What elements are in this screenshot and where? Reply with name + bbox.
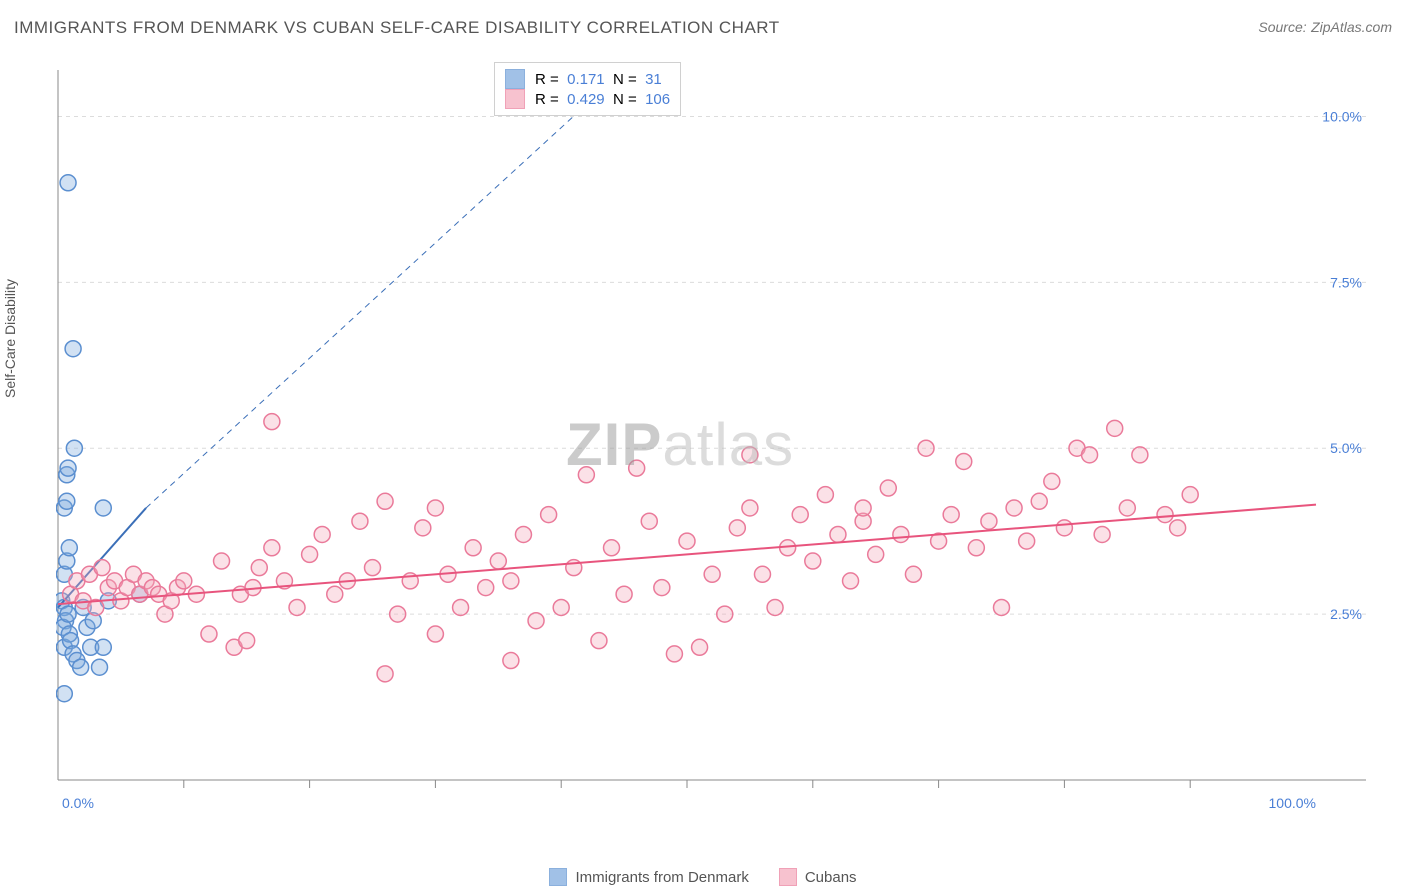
svg-text:5.0%: 5.0% [1330, 440, 1362, 456]
legend-item: Immigrants from Denmark [549, 868, 748, 886]
series-legend: Immigrants from Denmark Cubans [0, 868, 1406, 886]
stats-legend: R = 0.171 N = 31R = 0.429 N = 106 [494, 62, 681, 116]
legend-label: Immigrants from Denmark [575, 869, 748, 886]
source-label: Source: [1258, 19, 1306, 35]
swatch-icon [779, 868, 797, 886]
svg-text:7.5%: 7.5% [1330, 274, 1362, 290]
source: Source: ZipAtlas.com [1258, 19, 1392, 37]
swatch-icon [505, 89, 525, 109]
svg-text:10.0%: 10.0% [1322, 108, 1362, 124]
chart-svg: 2.5% 5.0% 7.5% 10.0% 0.0% 100.0% [56, 60, 1366, 820]
svg-text:0.0%: 0.0% [62, 795, 94, 811]
legend-row: R = 0.429 N = 106 [505, 89, 670, 109]
y-axis-label: Self-Care Disability [2, 279, 18, 398]
scatter-chart: 2.5%5.0%7.5%10.0%0.0%100.0% ZIPatlas R =… [56, 60, 1366, 820]
legend-item: Cubans [779, 868, 857, 886]
svg-text:100.0%: 100.0% [1269, 795, 1316, 811]
legend-label: Cubans [805, 869, 857, 886]
legend-row: R = 0.171 N = 31 [505, 69, 670, 89]
swatch-icon [505, 69, 525, 89]
swatch-icon [549, 868, 567, 886]
chart-title: IMMIGRANTS FROM DENMARK VS CUBAN SELF-CA… [14, 18, 780, 38]
svg-text:2.5%: 2.5% [1330, 606, 1362, 622]
source-name: ZipAtlas.com [1311, 19, 1392, 35]
